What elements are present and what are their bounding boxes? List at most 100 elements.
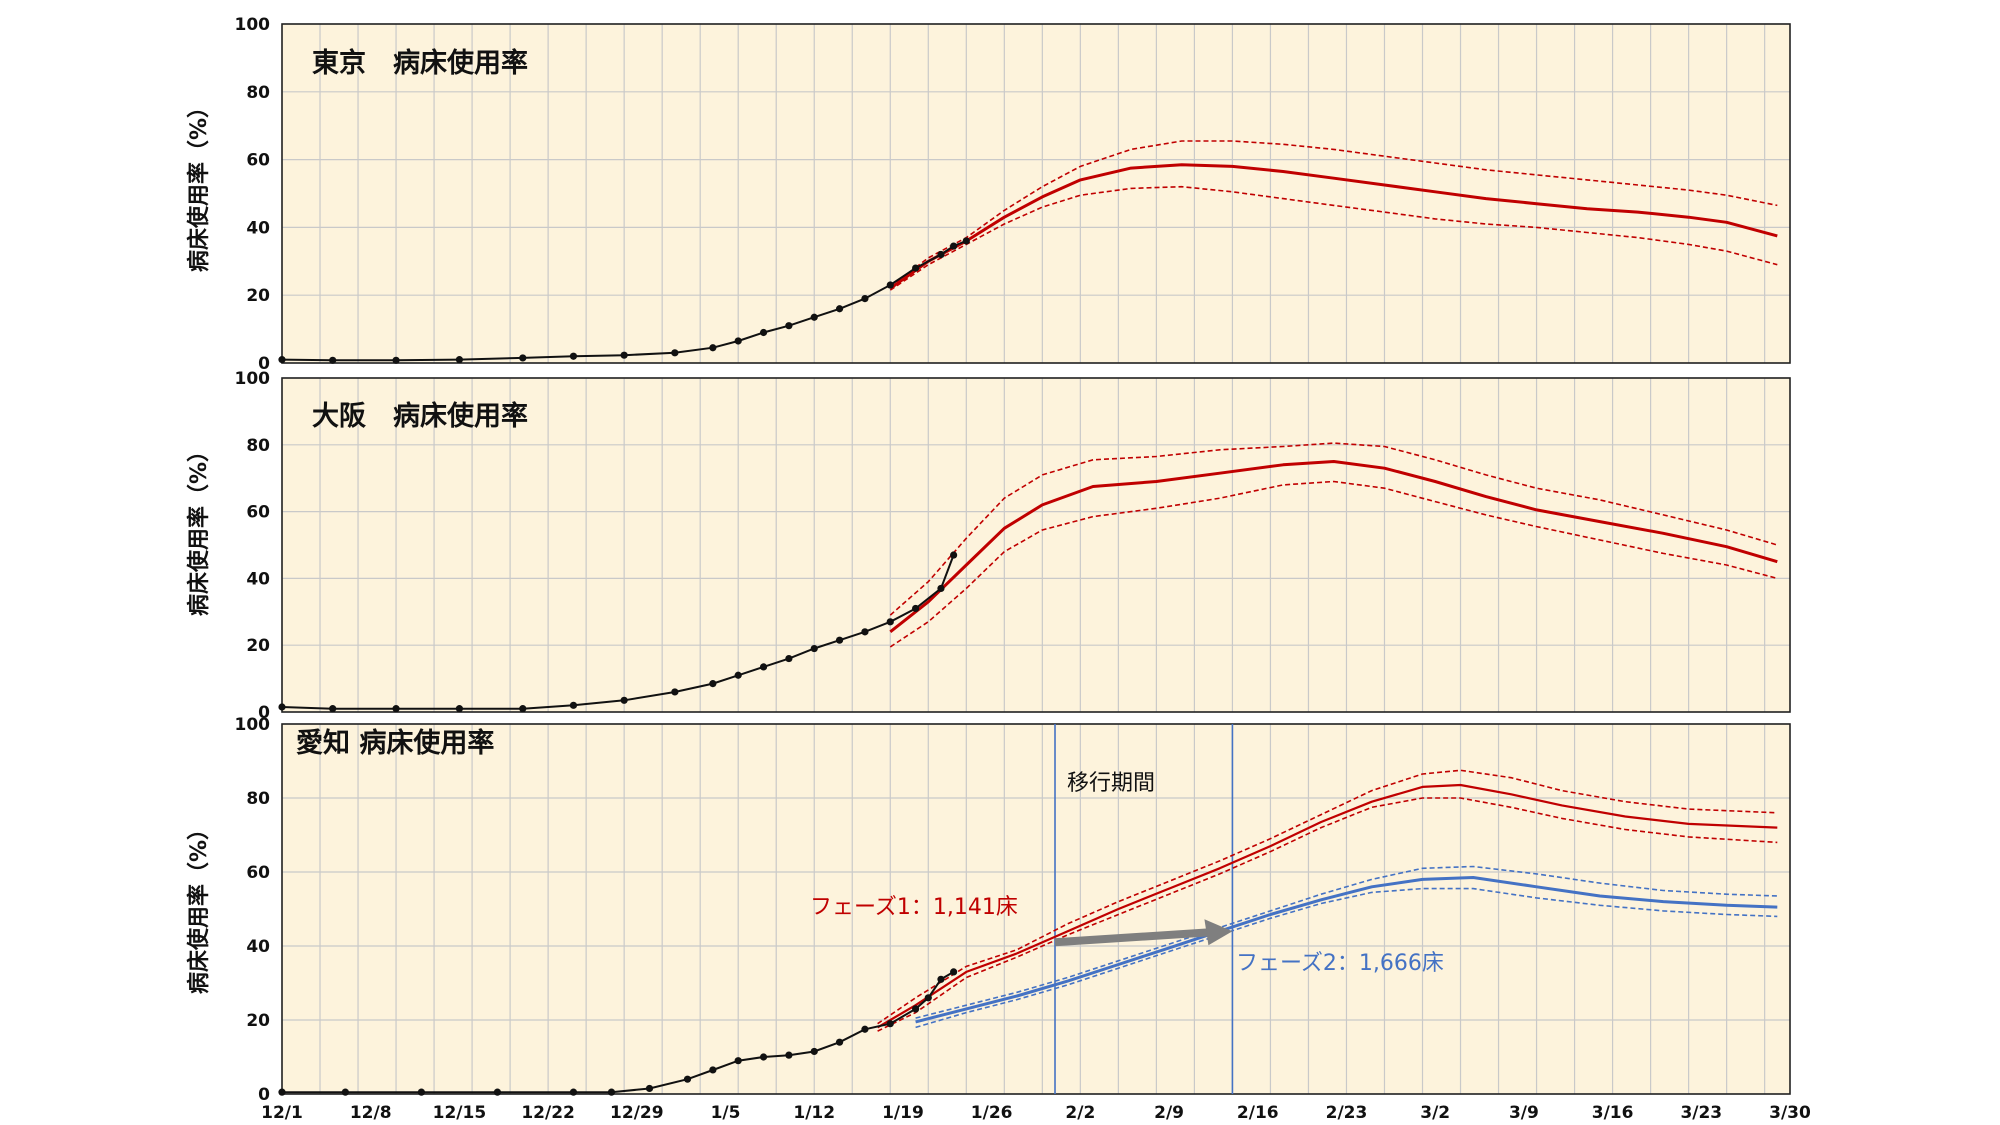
aichi-observed-point [810,1047,818,1056]
phase-shift-arrow-head [1204,919,1233,946]
aichi-observed-point [569,1088,578,1096]
tokyo-y-tick-label: 100 [235,15,271,35]
tokyo-chart-panel: 0 20 40 60 80 100 [235,15,1791,374]
osaka-y-tick-label: 60 [246,503,270,523]
aichi-x-tick-label: 1/19 [882,1103,924,1123]
tokyo-observed-point [950,242,958,250]
aichi-x-tick-label: 12/8 [350,1103,392,1123]
transition-period-label: 移行期間 [1067,771,1155,796]
tokyo-y-tick-label: 0 [258,354,270,374]
aichi-x-tick-label: 2/2 [1065,1103,1095,1123]
tokyo-observed-point [329,356,337,364]
phase-shift-arrow-shaft [1054,928,1211,947]
tokyo-observed-point [569,352,578,360]
tokyo-y-tick-label: 40 [246,218,270,238]
osaka-y-axis-label: 病床使用率（%） [186,440,212,616]
osaka-lower-line [889,480,1778,648]
tokyo-observed-point [620,351,628,359]
aichi-x-tick-label: 12/22 [521,1103,575,1123]
tokyo-observed-point [392,356,400,364]
aichi-x-tick-label: 2/9 [1154,1103,1184,1123]
aichi-phase2-forecast-line [915,876,1778,1024]
aichi-y-tick-label: 60 [246,863,270,883]
aichi-x-tick-label: 3/23 [1680,1103,1722,1123]
aichi-observed-point [937,975,945,983]
aichi-x-tick-label: 3/16 [1592,1103,1634,1123]
tokyo-y-tick-label: 80 [246,83,270,103]
aichi-observed-point [835,1038,844,1046]
osaka-y-tick-label: 100 [235,369,271,389]
tokyo-observed-trend-line [281,240,967,362]
aichi-observed-point [683,1075,692,1083]
aichi-x-tick-label: 1/26 [971,1103,1013,1123]
aichi-observed-point [734,1057,742,1065]
aichi-phase2-upper-line [915,865,1778,1019]
aichi-observed-point [645,1084,654,1093]
tokyo-y-axis-label: 病床使用率（%） [186,96,212,272]
aichi-y-tick-label: 0 [258,1085,270,1105]
tokyo-forecast-line [889,163,1778,290]
osaka-observed-point [392,705,400,713]
osaka-observed-point [785,654,793,663]
aichi-observed-point [759,1053,768,1061]
aichi-observed-point [607,1088,616,1096]
osaka-observed-point [912,604,920,613]
osaka-observed-point [937,584,945,593]
aichi-phase1-lower-line [877,797,1778,1032]
tokyo-observed-point [519,354,527,362]
osaka-upper-line [889,442,1778,616]
aichi-y-tick-label: 40 [246,937,270,957]
osaka-chart-title: 大阪 病床使用率 [312,400,528,432]
osaka-observed-point [278,703,286,711]
aichi-observed-point [493,1088,502,1096]
tokyo-plot-border [281,23,1791,364]
aichi-x-tick-label: 3/9 [1509,1103,1539,1123]
osaka-observed-point [861,628,869,636]
osaka-observed-point [569,701,578,709]
aichi-x-tick-label: 12/29 [610,1103,664,1123]
aichi-x-tick-label: 2/16 [1237,1103,1279,1123]
tokyo-observed-point [937,250,945,259]
tokyo-observed-point [709,344,717,352]
osaka-observed-point [759,663,768,671]
tokyo-observed-point [962,237,970,245]
tokyo-plot-background [282,24,1790,363]
tokyo-lower-line [889,185,1778,291]
aichi-observed-point [785,1051,793,1059]
tokyo-observed-point [810,313,818,321]
aichi-observed-point [912,1005,920,1013]
osaka-y-tick-label: 20 [246,636,270,656]
aichi-x-tick-label: 3/30 [1769,1103,1811,1123]
osaka-observed-point [519,705,527,713]
aichi-chart-panel: 0 20 40 60 80 100 12/1 12/8 12/15 12/22 12/29 1/5 1/… [235,715,1812,1123]
tokyo-observed-point [886,281,894,289]
osaka-plot-background [282,378,1790,712]
aichi-observed-trend-line [282,971,955,1094]
tokyo-y-tick-label: 60 [246,151,270,171]
tokyo-observed-point [455,356,464,364]
aichi-chart-title: 愛知 病床使用率 [296,727,494,759]
aichi-y-axis-label: 病床使用率（%） [186,818,212,994]
osaka-observed-point [835,636,844,644]
aichi-x-tick-label: 1/12 [793,1103,835,1123]
aichi-observed-point [278,1088,286,1096]
aichi-x-tick-label: 2/23 [1326,1103,1368,1123]
aichi-x-tick-label: 12/15 [433,1103,487,1123]
osaka-chart-panel: 0 20 40 60 80 100 [235,369,1791,723]
aichi-observed-point [341,1088,349,1096]
aichi-y-tick-label: 80 [246,789,270,809]
tokyo-observed-point [671,349,679,357]
tokyo-observed-point [759,328,768,337]
aichi-x-tick-label: 3/2 [1420,1103,1450,1123]
aichi-phase1-forecast-line [877,783,1778,1029]
tokyo-observed-point [861,294,869,303]
osaka-observed-point [671,688,679,696]
aichi-observed-point [861,1025,869,1033]
osaka-observed-point [810,644,818,653]
osaka-plot-border [281,377,1791,713]
aichi-observed-point [886,1020,894,1028]
tokyo-observed-point [278,356,286,364]
phase2-label: フェーズ2：1,666床 [1236,951,1444,976]
aichi-observed-point [924,994,932,1002]
